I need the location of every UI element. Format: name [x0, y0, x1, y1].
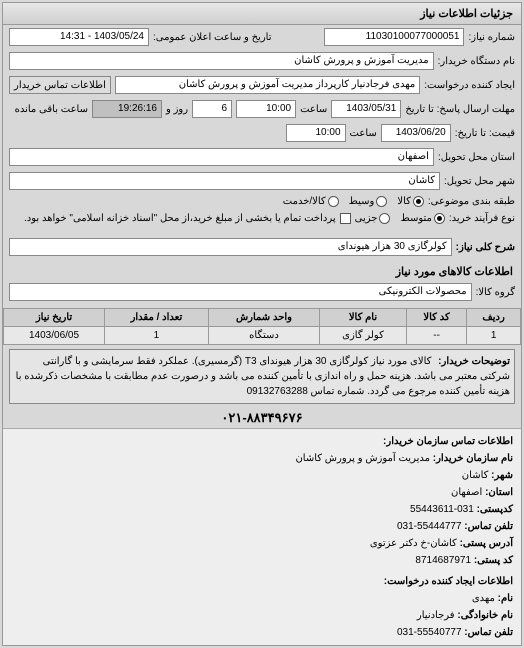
remaining-label-2: ساعت باقی مانده — [15, 104, 88, 115]
table-header: تاریخ نیاز — [4, 309, 105, 327]
buyer-device-label: نام دستگاه خریدار: — [438, 56, 515, 67]
table-cell: -- — [406, 327, 466, 345]
table-cell: کولر گازی — [320, 327, 407, 345]
org-phone-label: تلفن تماس: — [464, 521, 513, 532]
goods-group-label: گروه کالا: — [476, 287, 515, 298]
requester-value: مهدی فرجادنیار کارپرداز مدیریت آموزش و پ… — [115, 76, 420, 94]
table-header: ردیف — [467, 309, 521, 327]
process-label: نوع فرآیند خرید: — [449, 213, 515, 224]
org-phone-value: 55444777-031 — [397, 521, 462, 532]
buyer-device-value: مدیریت آموزش و پرورش کاشان — [9, 52, 434, 70]
table-cell: 1 — [105, 327, 209, 345]
validity-date: 1403/06/20 — [381, 124, 451, 142]
table-cell: دستگاه — [208, 327, 319, 345]
remaining-time: 19:26:16 — [92, 100, 162, 118]
radio-kala-khedmat[interactable]: کالا/خدمت — [283, 196, 339, 207]
buyer-desc-box: توضیحات خریدار: کالای مورد نیاز کولرگازی… — [9, 349, 515, 404]
category-label: طبقه بندی موضوعی: — [428, 196, 515, 207]
table-header: واحد شمارش — [208, 309, 319, 327]
need-no-value: 11030100077000051 — [324, 28, 464, 46]
remaining-label-1: روز و — [166, 104, 188, 115]
announce-value: 1403/05/24 - 14:31 — [9, 28, 149, 46]
goods-group-value: محصولات الکترونیکی — [9, 283, 472, 301]
table-header: نام کالا — [320, 309, 407, 327]
process-checkbox[interactable] — [340, 213, 351, 224]
time-label-1: ساعت — [300, 104, 327, 115]
radio-medium[interactable]: متوسط — [400, 213, 444, 224]
table-header: تعداد / مقدار — [105, 309, 209, 327]
category-radio-group: کالا وسیط کالا/خدمت — [283, 196, 424, 207]
org-address-label: آدرس پستی: — [460, 538, 513, 549]
contact-button[interactable]: اطلاعات تماس خریدار — [9, 76, 111, 94]
org-postcode-label: کدپستی: — [477, 504, 513, 515]
radio-kala[interactable]: کالا — [397, 196, 424, 207]
org-postbox-label: کد پستی: — [474, 555, 513, 566]
table-cell: 1 — [467, 327, 521, 345]
org-province-value: اصفهان — [451, 487, 482, 498]
announce-label: تاریخ و ساعت اعلان عمومی: — [153, 32, 272, 43]
org-section-title: اطلاعات تماس سازمان خریدار: — [11, 433, 513, 450]
need-title-value: کولرگازی 30 هزار هیوندای — [9, 238, 452, 256]
phone2-label: تلفن تماس: — [464, 627, 513, 638]
deadline-time: 10:00 — [236, 100, 296, 118]
city-label: شهر محل تحویل: — [444, 176, 515, 187]
time-label-2: ساعت — [350, 128, 377, 139]
validity-time: 10:00 — [286, 124, 346, 142]
radio-vasit[interactable]: وسیط — [349, 196, 388, 207]
org-city-value: کاشان — [462, 470, 489, 481]
province-label: استان محل تحویل: — [438, 152, 515, 163]
need-title-label: شرح کلی نیاز: — [456, 242, 515, 253]
org-address-value: کاشان-خ دکتر عزتوی — [370, 538, 457, 549]
buyer-desc-label: توضیحات خریدار: — [438, 354, 510, 369]
org-city-label: شهر: — [491, 470, 513, 481]
table-header: کد کالا — [406, 309, 466, 327]
validity-label: قیمت: تا تاریخ: — [455, 128, 515, 139]
requester-label: ایجاد کننده درخواست: — [424, 80, 515, 91]
goods-section-title: اطلاعات کالاهای مورد نیاز — [3, 259, 521, 280]
phone2-value: 55540777-031 — [397, 627, 462, 638]
org-name-value: مدیریت آموزش و پرورش کاشان — [295, 453, 430, 464]
center-phone: ۰۲۱-۸۸۳۴۹۶۷۶ — [3, 408, 521, 428]
process-radio-group: متوسط جزیی — [355, 213, 445, 224]
org-province-label: استان: — [485, 487, 513, 498]
deadline-date: 1403/05/31 — [331, 100, 401, 118]
goods-table: ردیفکد کالانام کالاواحد شمارشتعداد / مقد… — [3, 308, 521, 345]
deadline-label: مهلت ارسال پاسخ: تا تاریخ — [405, 104, 515, 115]
province-value: اصفهان — [9, 148, 434, 166]
process-note: پرداخت تمام یا بخشی از مبلغ خرید،از محل … — [24, 213, 336, 224]
need-no-label: شماره نیاز: — [468, 32, 515, 43]
city-value: کاشان — [9, 172, 440, 190]
table-row: 1--کولر گازیدستگاه11403/06/05 — [4, 327, 521, 345]
org-postbox-value: 8714687971 — [415, 555, 471, 566]
lname-label: نام خانوادگی: — [457, 610, 513, 621]
remaining-days: 6 — [192, 100, 232, 118]
org-postcode-value: 031-55443611 — [410, 504, 474, 515]
radio-minor[interactable]: جزیی — [355, 213, 391, 224]
lname-value: فرجادنیار — [417, 610, 455, 621]
table-cell: 1403/06/05 — [4, 327, 105, 345]
fname-label: نام: — [498, 593, 513, 604]
org-name-label: نام سازمان خریدار: — [433, 453, 513, 464]
fname-value: مهدی — [472, 593, 495, 604]
buyer-desc-text: کالای مورد نیاز کولرگازی 30 هزار هیوندای… — [16, 356, 510, 397]
panel-title: جزئیات اطلاعات نیاز — [3, 3, 521, 25]
